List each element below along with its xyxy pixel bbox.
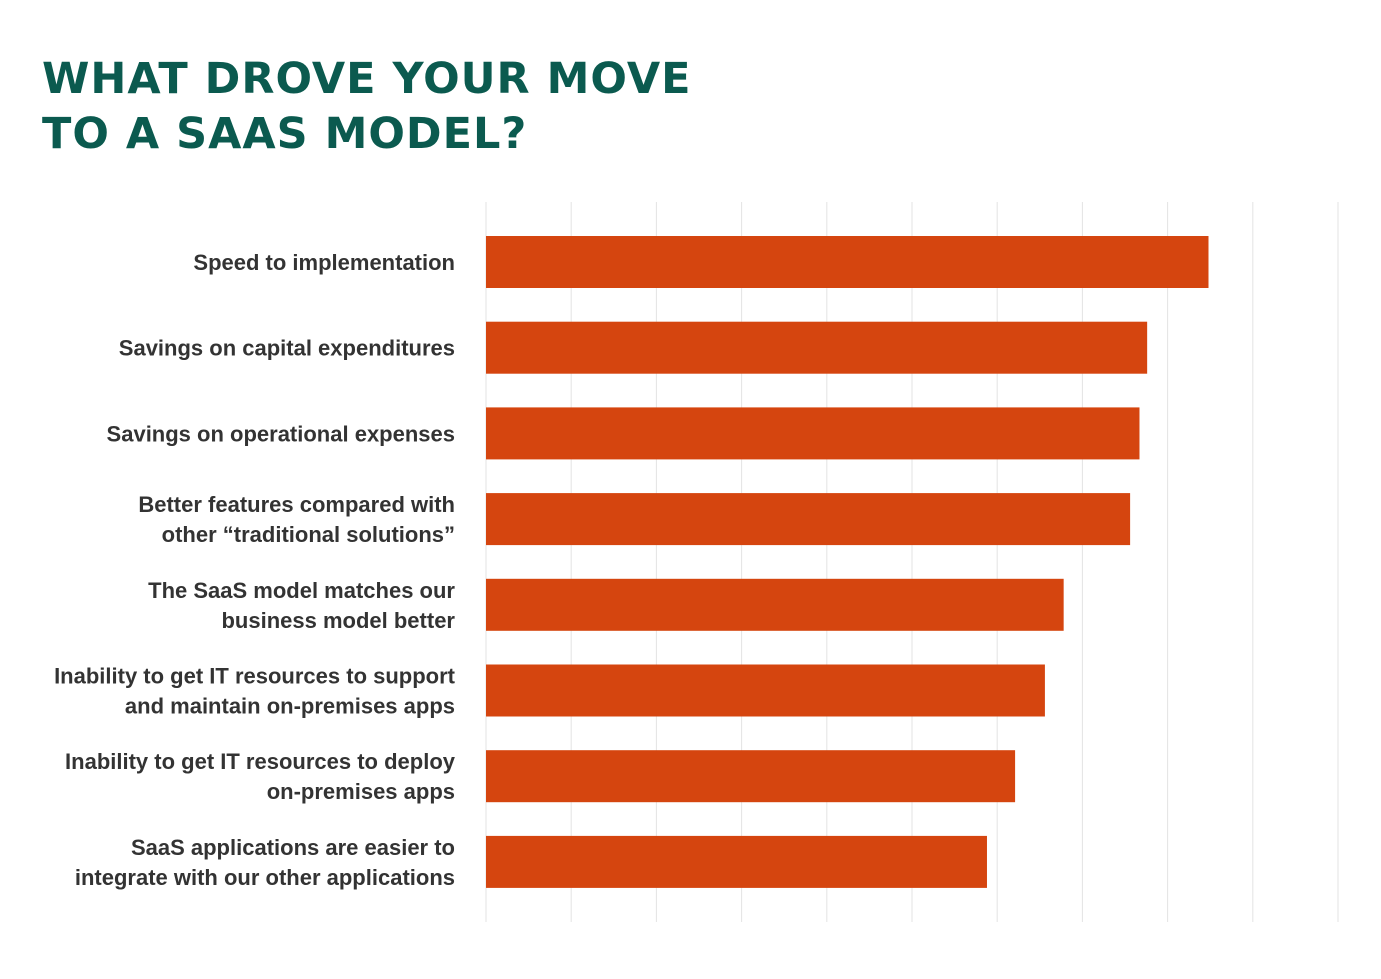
category-label-line: SaaS applications are easier to	[131, 835, 455, 860]
category-label-line: Inability to get IT resources to deploy	[65, 749, 456, 774]
category-label-line: business model better	[221, 608, 455, 633]
category-labels: Speed to implementation Savings on capita…	[54, 250, 456, 890]
chart-title-line-2: TO A SAAS MODEL?	[42, 109, 528, 159]
category-label-line: Savings on operational expenses	[107, 421, 455, 446]
chart-title: WHAT DROVE YOUR MOVE TO A SAAS MODEL?	[42, 52, 691, 162]
category-label: Better features compared with other “trad…	[138, 492, 455, 547]
category-label: Savings on capital expenditures	[119, 336, 455, 361]
bar	[486, 664, 1045, 717]
category-label-line: integrate with our other applications	[75, 865, 455, 890]
chart-title-line-1: WHAT DROVE YOUR MOVE	[42, 54, 692, 104]
bar	[486, 578, 1064, 631]
bar	[486, 835, 987, 888]
category-label: Savings on operational expenses	[107, 421, 455, 446]
category-label-line: Savings on capital expenditures	[119, 336, 455, 361]
category-label-line: and maintain on-premises apps	[125, 694, 455, 719]
category-label: The SaaS model matches our business model…	[148, 578, 455, 633]
category-label-line: Inability to get IT resources to support	[54, 664, 456, 689]
category-label-line: Better features compared with	[138, 492, 455, 517]
category-label-line: other “traditional solutions”	[162, 522, 455, 547]
bar	[486, 407, 1140, 460]
bar	[486, 750, 1016, 803]
bar	[486, 321, 1148, 374]
gridlines	[485, 202, 1339, 922]
category-label-line: The SaaS model matches our	[148, 578, 455, 603]
category-label-line: on-premises apps	[267, 779, 455, 804]
category-label: Inability to get IT resources to support…	[54, 664, 456, 719]
bars	[486, 236, 1209, 888]
category-label: Speed to implementation	[193, 250, 455, 275]
bar	[486, 236, 1209, 288]
category-label: Inability to get IT resources to deploy o…	[65, 749, 456, 804]
bar	[486, 493, 1131, 546]
category-label-line: Speed to implementation	[193, 250, 455, 275]
category-label: SaaS applications are easier to integrate…	[75, 835, 455, 890]
